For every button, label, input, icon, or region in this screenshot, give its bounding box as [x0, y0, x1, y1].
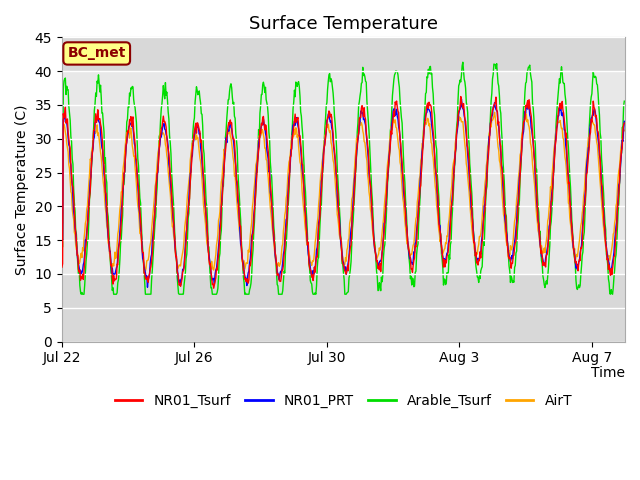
Text: Time: Time: [591, 366, 625, 380]
Title: Surface Temperature: Surface Temperature: [249, 15, 438, 33]
Bar: [62, 71, 625, 274]
Text: BC_met: BC_met: [68, 47, 126, 60]
Legend: NR01_Tsurf, NR01_PRT, Arable_Tsurf, AirT: NR01_Tsurf, NR01_PRT, Arable_Tsurf, AirT: [109, 388, 578, 413]
Y-axis label: Surface Temperature (C): Surface Temperature (C): [15, 104, 29, 275]
